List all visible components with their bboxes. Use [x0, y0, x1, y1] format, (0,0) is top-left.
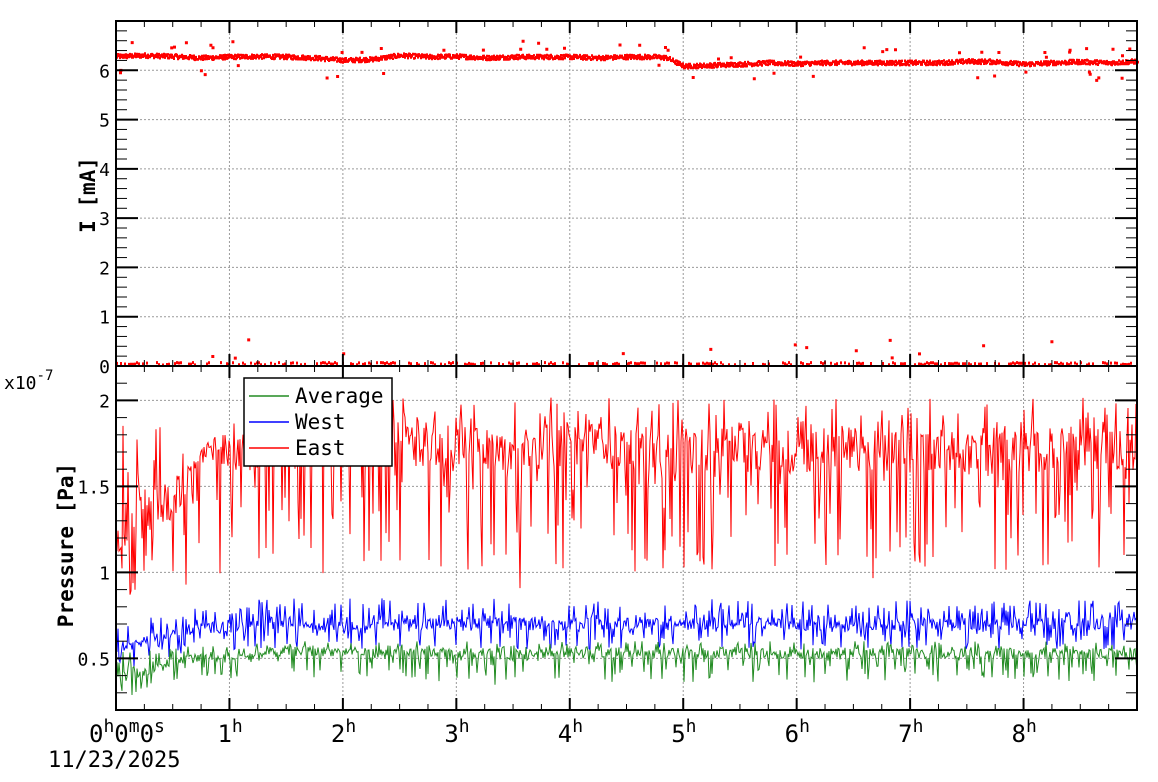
date-label: 11/23/2025 [48, 748, 180, 773]
legend-label-west: West [295, 410, 346, 434]
x-tick-unit: h [799, 716, 810, 737]
x-tick-label-origin: 0h0m0s [89, 716, 165, 748]
current-y-tick-label: 6 [99, 61, 110, 82]
x-tick-label: 2h [331, 716, 356, 748]
x-tick-hour: 1 [217, 720, 231, 748]
x-tick-hour: 7 [898, 720, 912, 748]
x-tick-label: 1h [217, 716, 242, 748]
pressure-y-tick-labels: 0.5 1 1.5 2 [77, 391, 110, 670]
x-tick-label: 5h [671, 716, 696, 748]
x-tick-unit: h [345, 716, 356, 737]
current-y-tick-label: 5 [99, 111, 110, 132]
pressure-line-west [115, 598, 1138, 668]
current-y-tick-label: 4 [99, 160, 110, 181]
current-baseline-points [116, 338, 1132, 367]
x-tick-unit: h [913, 716, 924, 737]
x-tick-hour: 3 [444, 720, 458, 748]
x-tick-hour: 2 [331, 720, 345, 748]
current-y-tick-label: 2 [99, 258, 110, 279]
x-origin-digit: 0 [89, 720, 103, 748]
pressure-y-tick-label: 0.5 [77, 649, 110, 670]
current-ticks [115, 21, 1138, 367]
current-frame [115, 20, 1138, 367]
current-points [116, 52, 1139, 70]
x-tick-hour: 6 [785, 720, 799, 748]
current-y-axis-label: I [mA] [76, 157, 100, 233]
x-tick-label: 8h [1012, 716, 1037, 748]
pressure-frame [115, 365, 1138, 711]
pressure-y-tick-label: 1.5 [77, 477, 110, 498]
x-origin-unit: m [129, 716, 140, 737]
pressure-y-tick-label: 1 [99, 563, 110, 584]
x-tick-hour: 8 [1012, 720, 1026, 748]
x-tick-unit: h [686, 716, 697, 737]
x-tick-labels: 0h0m0s 1h 2h 3h 4h 5h 6h 7h 8h [89, 716, 1037, 748]
x-tick-unit: h [232, 716, 243, 737]
current-y-tick-label: 3 [99, 209, 110, 230]
x-tick-label: 3h [444, 716, 469, 748]
x-origin-unit: s [154, 716, 165, 737]
x-tick-unit: h [1026, 716, 1037, 737]
x-origin-digit: 0 [114, 720, 128, 748]
x-origin-unit: h [103, 716, 114, 737]
x-tick-label: 7h [898, 716, 923, 748]
x-tick-unit: h [459, 716, 470, 737]
x-tick-label: 6h [785, 716, 810, 748]
current-y-tick-label: 1 [99, 308, 110, 329]
pressure-y-axis-label: Pressure [Pa] [54, 463, 78, 627]
x-tick-unit: h [572, 716, 583, 737]
x-tick-hour: 4 [558, 720, 572, 748]
current-y-tick-labels: 0 1 2 3 4 5 6 [99, 61, 110, 378]
pressure-panel: 0.5 1 1.5 2 Pressure [Pa] x10-7 [4, 365, 1138, 711]
legend-label-average: Average [295, 384, 384, 408]
current-grid [116, 21, 1137, 366]
current-data [116, 39, 1139, 367]
pressure-y-tick-label: 2 [99, 391, 110, 412]
legend-label-east: East [295, 436, 346, 460]
y-multiplier: x10-7 [4, 368, 53, 394]
current-panel: 0 1 2 3 4 5 6 I [mA] [76, 20, 1139, 378]
pressure-line-average [115, 640, 1138, 696]
x-tick-label: 4h [558, 716, 583, 748]
x-tick-hour: 5 [671, 720, 685, 748]
current-y-tick-label: 0 [99, 357, 110, 378]
x-origin-digit: 0 [140, 720, 154, 748]
